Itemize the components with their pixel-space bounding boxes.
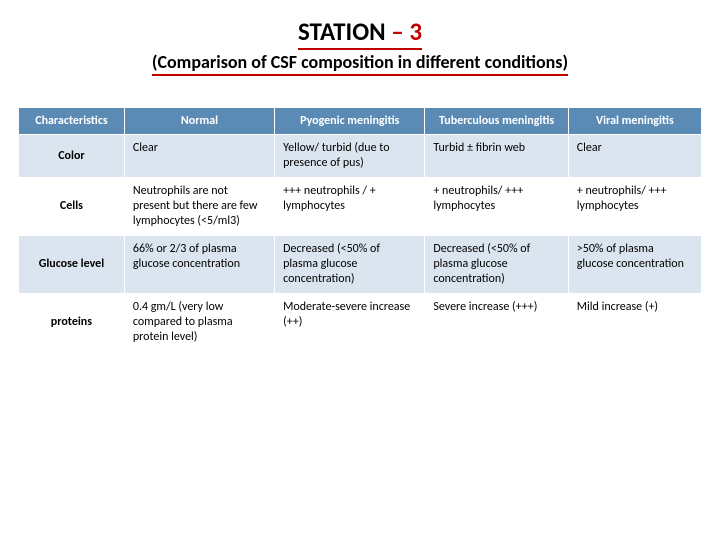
row-label: proteins [19, 294, 125, 352]
col-header: Tuberculous meningitis [425, 108, 568, 135]
table-cell: +++ neutrophils / + lymphocytes [275, 178, 425, 236]
title-prefix: STATION [298, 16, 391, 47]
row-label: Color [19, 135, 125, 178]
table-cell: + neutrophils/ +++ lymphocytes [425, 178, 568, 236]
page-subtitle: (Comparison of CSF composition in differ… [18, 51, 702, 73]
table-cell: Neutrophils are not present but there ar… [124, 178, 274, 236]
table-cell: Clear [124, 135, 274, 178]
table-cell: Yellow/ turbid (due to presence of pus) [275, 135, 425, 178]
table-row: proteins 0.4 gm/L (very low compared to … [19, 294, 702, 352]
table-cell: Severe increase (+++) [425, 294, 568, 352]
table-cell: >50% of plasma glucose concentration [568, 236, 701, 294]
table-row: Color Clear Yellow/ turbid (due to prese… [19, 135, 702, 178]
table-cell: Decreased (<50% of plasma glucose concen… [275, 236, 425, 294]
table-cell: Moderate-severe increase (++) [275, 294, 425, 352]
table-cell: Clear [568, 135, 701, 178]
table-cell: + neutrophils/ +++ lymphocytes [568, 178, 701, 236]
table-cell: Decreased (<50% of plasma glucose concen… [425, 236, 568, 294]
col-header: Viral meningitis [568, 108, 701, 135]
title-num: 3 [409, 16, 422, 47]
col-header: Pyogenic meningitis [275, 108, 425, 135]
table-cell: Turbid ± fibrin web [425, 135, 568, 178]
table-row: Glucose level 66% or 2/3 of plasma gluco… [19, 236, 702, 294]
subtitle-text: (Comparison of CSF composition in differ… [152, 51, 568, 76]
csf-table: Characteristics Normal Pyogenic meningit… [18, 107, 702, 352]
slide: STATION – 3 (Comparison of CSF compositi… [0, 0, 720, 370]
table-row: Cells Neutrophils are not present but th… [19, 178, 702, 236]
table-cell: Mild increase (+) [568, 294, 701, 352]
page-title: STATION – 3 [18, 16, 702, 47]
col-header: Characteristics [19, 108, 125, 135]
table-header-row: Characteristics Normal Pyogenic meningit… [19, 108, 702, 135]
row-label: Cells [19, 178, 125, 236]
row-label: Glucose level [19, 236, 125, 294]
title-dash: – [391, 16, 409, 47]
col-header: Normal [124, 108, 274, 135]
table-cell: 0.4 gm/L (very low compared to plasma pr… [124, 294, 274, 352]
table-cell: 66% or 2/3 of plasma glucose concentrati… [124, 236, 274, 294]
